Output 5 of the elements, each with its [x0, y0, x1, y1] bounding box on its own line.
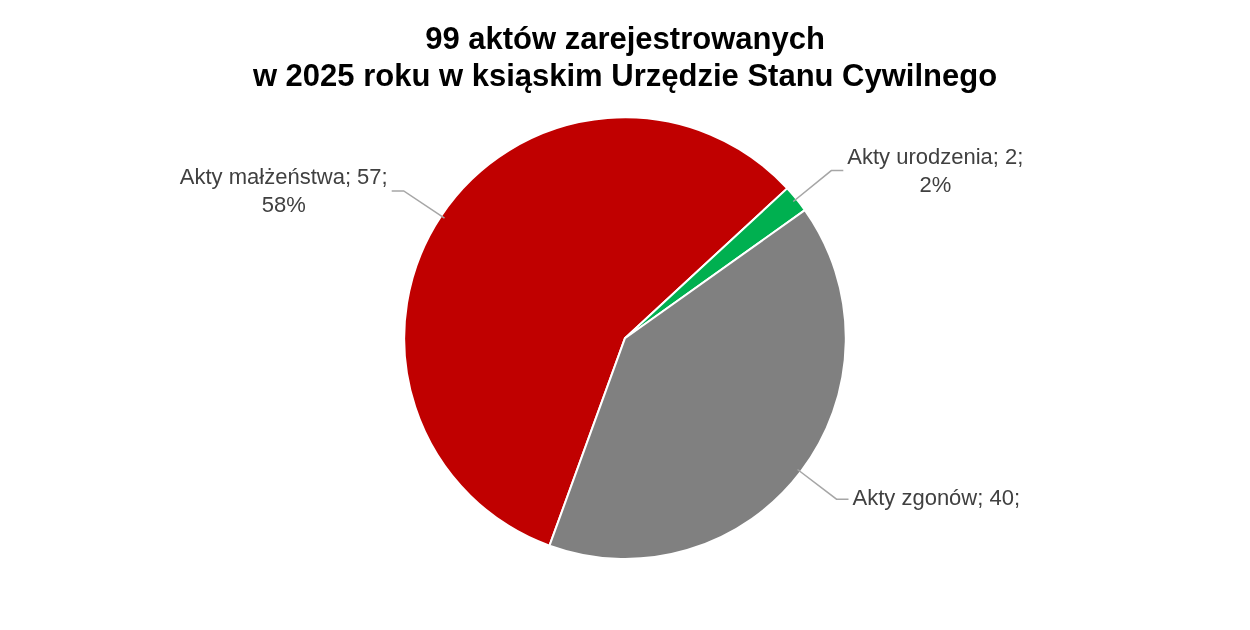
slice-label: Akty małżeństwa; 57; 58% [179, 164, 388, 218]
text: 99 aktów zarejestrowanych [425, 21, 825, 57]
slice-label: Akty urodzenia; 2; 2% [847, 143, 1024, 197]
text: w 2025 roku w ksiąskim Urzędzie Stanu Cywilnego [252, 58, 998, 94]
slice-label: Akty zgonów; 40; [852, 485, 1021, 511]
